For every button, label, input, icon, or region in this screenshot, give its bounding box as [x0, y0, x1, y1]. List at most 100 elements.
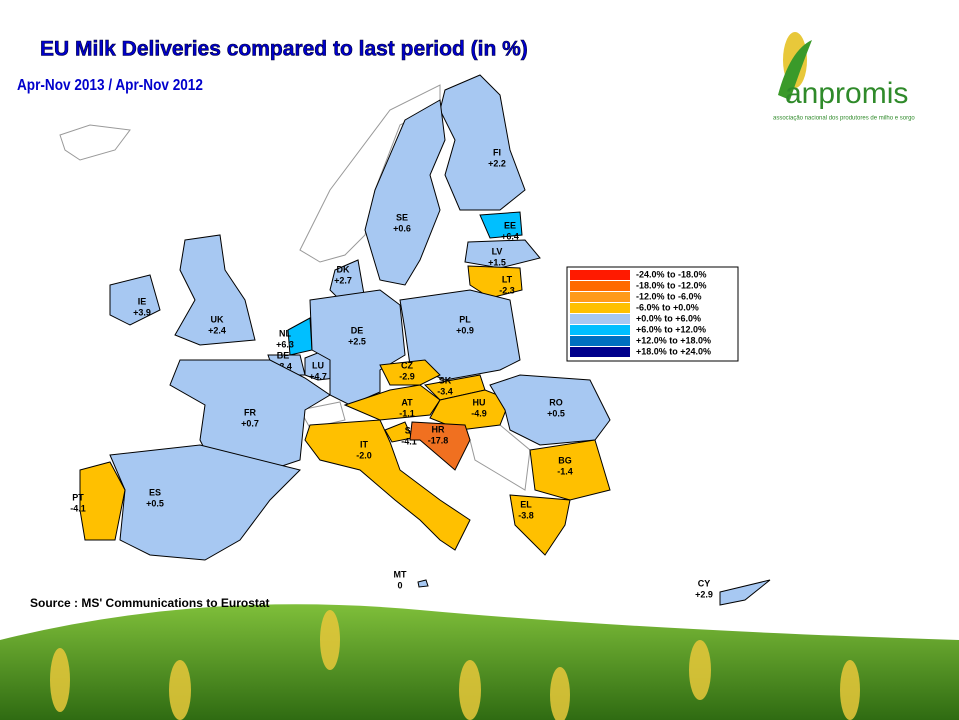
country-code: CY [698, 578, 711, 588]
legend-label: -6.0% to +0.0% [636, 302, 699, 312]
country [169, 359, 331, 471]
country-value: -3.4 [437, 386, 453, 396]
country-code: HR [432, 424, 445, 434]
country-value: +2.9 [695, 589, 713, 599]
legend-swatch [570, 270, 630, 280]
country [464, 239, 541, 269]
logo-leaf [778, 40, 812, 100]
corn-cobs [50, 610, 860, 720]
country-code: HU [473, 397, 486, 407]
country-value: +2.2 [488, 158, 506, 168]
country [364, 99, 446, 286]
country-value: -2.0 [356, 450, 372, 460]
country-code: CZ [401, 360, 413, 370]
country-code: ES [149, 487, 161, 497]
country-value: -4.9 [471, 408, 487, 418]
map: FI+2.2 SE+0.6 EE+6.4 LV+1.5 LT-2.3 DK+2.7 IE+3… [70, 74, 771, 606]
country [304, 419, 471, 551]
country-value: -4.1 [401, 436, 417, 446]
country-value: -17.8 [428, 435, 449, 445]
non-eu-countries [59, 84, 531, 491]
country-code: BG [558, 455, 572, 465]
legend-label: -12.0% to -6.0% [636, 291, 702, 301]
legend-label: -24.0% to -18.0% [636, 269, 707, 279]
country-value: 0 [397, 580, 402, 590]
country [417, 579, 429, 588]
legend-label: +18.0% to +24.0% [636, 346, 711, 356]
country-code: FR [244, 407, 256, 417]
country [109, 444, 301, 561]
country [379, 359, 441, 386]
country-value: +6.4 [501, 231, 519, 241]
country-code: MT [394, 569, 407, 579]
country-value: +2.7 [334, 275, 352, 285]
source: Source : MS' Communications to Eurostat [30, 596, 270, 610]
subtitle: Apr-Nov 2013 / Apr-Nov 2012 [17, 77, 203, 94]
country-value: +0.5 [547, 408, 565, 418]
legend-swatch [570, 303, 630, 313]
country-value: +0.7 [241, 418, 259, 428]
country-value: -1.4 [557, 466, 573, 476]
country [467, 265, 523, 299]
legend-swatch [570, 281, 630, 291]
country-value: +2.5 [348, 336, 366, 346]
country-code: LU [312, 360, 324, 370]
country-value: -2.9 [399, 371, 415, 381]
legend-label: +6.0% to +12.0% [636, 324, 706, 334]
country [719, 579, 771, 606]
country-code: PL [459, 314, 471, 324]
country-value: +6.3 [276, 339, 294, 349]
country-value: -3.8 [518, 510, 534, 520]
legend-swatch [570, 325, 630, 335]
country [174, 234, 256, 346]
country-code: LT [502, 274, 513, 284]
country-code: EL [520, 499, 532, 509]
country [509, 494, 571, 556]
legend-swatch [570, 336, 630, 346]
country-code: SK [439, 375, 452, 385]
country-value: +0.5 [146, 498, 164, 508]
country-value: -2.3 [499, 285, 515, 295]
country [409, 421, 471, 471]
country-value: +1.5 [488, 257, 506, 267]
country-code: IT [360, 439, 369, 449]
country-value: +2.4 [208, 325, 226, 335]
country-code: IE [138, 296, 147, 306]
country [429, 389, 511, 431]
country-code: UK [211, 314, 224, 324]
logo-tagline: associação nacional dos produtores de mi… [773, 116, 915, 122]
legend: -24.0% to -18.0%-18.0% to -12.0%-12.0% t… [570, 269, 711, 357]
country-code: PT [72, 492, 84, 502]
country-code: SI [405, 425, 414, 435]
legend-label: -18.0% to -12.0% [636, 280, 707, 290]
legend-swatch [570, 347, 630, 357]
country [309, 289, 406, 406]
country-code: LV [492, 246, 503, 256]
country-code: RO [549, 397, 563, 407]
country [109, 274, 161, 326]
country-code: AT [401, 397, 413, 407]
country-code: FI [493, 147, 501, 157]
country [439, 74, 526, 211]
country-code: BE [277, 350, 290, 360]
logo: anpromis associação nacional dos produto… [773, 32, 915, 122]
logo-name: anpromis [785, 77, 908, 110]
country-code: SE [396, 212, 408, 222]
country-code: NL [279, 328, 291, 338]
country [479, 211, 523, 239]
country-value: +0.9 [456, 325, 474, 335]
country [399, 289, 521, 381]
country-value: -1.1 [399, 408, 415, 418]
legend-label: +0.0% to +6.0% [636, 313, 701, 323]
country-value: +4.7 [309, 371, 327, 381]
country-value: -4.1 [70, 503, 86, 513]
country-code: EE [504, 220, 516, 230]
title: EU Milk Deliveries compared to last peri… [40, 38, 528, 61]
legend-label: +12.0% to +18.0% [636, 335, 711, 345]
country-value: +0.6 [393, 223, 411, 233]
legend-swatch [570, 314, 630, 324]
country-code: DK [337, 264, 350, 274]
corn-field [0, 604, 959, 720]
country [529, 439, 611, 501]
